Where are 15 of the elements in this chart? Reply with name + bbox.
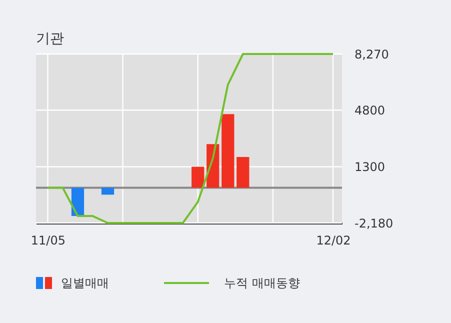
bar	[236, 157, 250, 188]
bar	[222, 114, 234, 188]
line-series	[46, 53, 334, 224]
bar	[71, 188, 84, 216]
chart-title: 기관	[36, 31, 64, 47]
legend-label: 누적 매매동향	[224, 276, 300, 290]
legend-label: 일별매매	[61, 276, 109, 290]
y-tick-label: 8,270	[354, 48, 389, 62]
y-tick-label: 1300	[354, 160, 386, 174]
x-tick-label: 11/05	[30, 234, 66, 248]
y-tick-label: 4800	[354, 104, 386, 118]
bar	[101, 188, 114, 195]
x-tick-label: 12/02	[316, 234, 351, 248]
bar	[192, 166, 204, 188]
y-tick-label: -2,180	[354, 216, 394, 230]
